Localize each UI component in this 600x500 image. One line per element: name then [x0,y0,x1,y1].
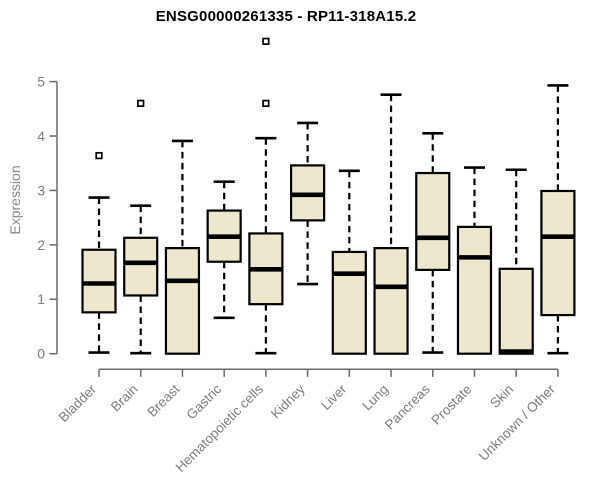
y-tick-label: 3 [37,182,45,198]
y-tick-labels: 0 1 2 3 4 5 [37,74,45,362]
x-tick-label-breast: Breast [144,381,182,419]
x-tick-label-liver: Liver [318,381,350,413]
outlier-point [137,99,145,108]
x-tick-label-bladder: Bladder [56,381,100,425]
box-lung [373,93,409,355]
box-pancreas [415,131,451,354]
box-breast [164,139,201,355]
y-tick-label: 4 [37,128,45,144]
x-tick-label-brain: Brain [108,382,141,415]
x-tick-label-lung: Lung [359,382,391,414]
box-liver [331,169,367,355]
outlier-point [262,99,270,108]
iqr-box [164,247,201,355]
box-prostate [456,166,493,355]
x-tick-label-skin: Skin [487,382,516,411]
box-hematopoietic-cells [248,37,284,355]
box-brain [123,99,159,355]
x-tick-label-gastric: Gastric [183,381,224,422]
x-axis [98,368,559,377]
x-tick-label-unknown-other: Unknown / Other [476,381,559,464]
iqr-box [373,247,409,355]
iqr-box [498,267,534,355]
iqr-box [123,236,159,297]
x-tick-label-pancreas: Pancreas [382,381,433,432]
x-tick-label-kidney: Kidney [268,381,308,421]
iqr-box [415,171,451,271]
iqr-box [331,250,367,355]
outlier-point [262,37,270,45]
box-gastric [206,180,242,320]
box-skin [498,168,534,355]
chart-title: ENSG00000261335 - RP11-318A15.2 [155,8,417,25]
x-tick-label-prostate: Prostate [428,382,474,428]
iqr-box [81,248,117,314]
box-kidney [290,121,326,286]
outlier-point [95,151,103,160]
box-unknown-other [540,84,576,355]
y-tick-label: 5 [37,74,45,90]
y-axis [49,80,58,355]
y-tick-label: 2 [37,237,45,253]
box-bladder [81,151,117,354]
y-tick-label: 0 [37,346,45,362]
iqr-box [456,225,493,355]
iqr-box [540,189,576,317]
y-tick-label: 1 [37,291,45,307]
